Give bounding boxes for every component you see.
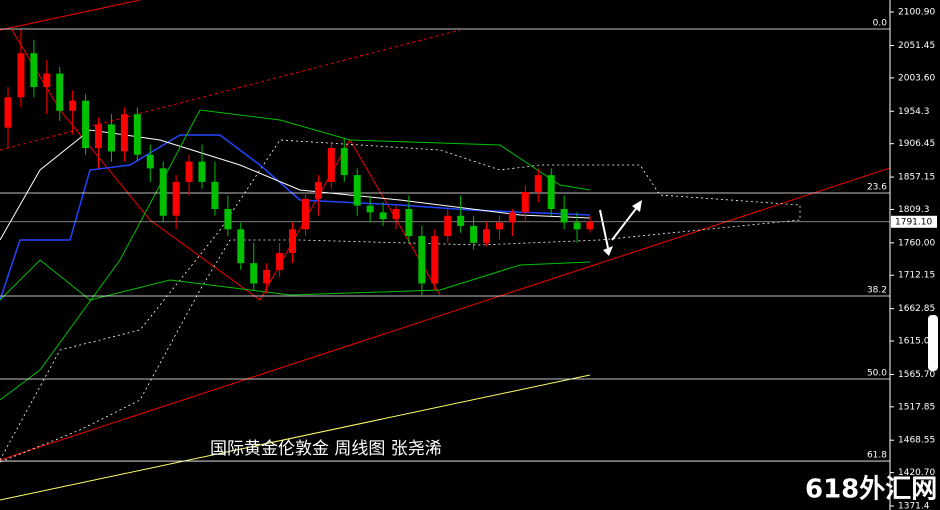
candle-body [172, 181, 180, 216]
y-tick-label: 2051.45 [898, 41, 935, 51]
arrow-head [632, 200, 642, 212]
candle-body [431, 236, 439, 284]
y-tick-label: 1420.70 [898, 468, 935, 478]
cloud [0, 139, 801, 463]
candle-body [198, 161, 206, 182]
ma-line [0, 129, 591, 241]
watermark: 618外汇网 [805, 475, 937, 505]
fib-label: 61.8 [867, 451, 887, 461]
scrollbar[interactable] [928, 315, 938, 371]
candle-body [276, 253, 284, 270]
y-tick-label: 1954.3 [898, 107, 930, 117]
candle-body [56, 73, 64, 111]
band-upper [0, 109, 591, 401]
y-tick-label: 1517.85 [898, 402, 935, 412]
candle-body [133, 114, 141, 155]
candle-body [289, 229, 297, 254]
trendline [0, 167, 891, 461]
candle-body [483, 229, 491, 243]
y-tick-label: 1809.3 [898, 205, 930, 215]
arrow-head [603, 246, 613, 256]
candle-body [224, 208, 232, 230]
y-tick-label: 1906.45 [898, 139, 935, 149]
fib-label: 23.6 [867, 183, 887, 193]
candle-body [366, 205, 374, 213]
candle-body [327, 148, 335, 182]
caption: 国际黄金伦敦金 周线图 张尧浠 [210, 439, 442, 459]
candle-body [418, 236, 426, 284]
candle-body [444, 215, 452, 237]
candle-body [17, 53, 25, 98]
fib-label: 38.2 [867, 286, 887, 296]
candle-body [43, 73, 51, 88]
y-tick-label: 1565.70 [898, 370, 935, 380]
candle-body [211, 181, 219, 209]
candle-body [340, 148, 348, 176]
candle-body [146, 154, 154, 169]
candle-body [30, 53, 38, 88]
candle-body [534, 175, 542, 193]
candle-body [521, 192, 529, 213]
y-tick-label: 1857.15 [898, 173, 935, 183]
candle-body [560, 208, 568, 223]
ma-line [0, 134, 591, 301]
y-tick-label: 2003.60 [898, 73, 935, 83]
y-tick-label: 1468.55 [898, 436, 935, 446]
trendline [0, 0, 141, 31]
candle-body [107, 124, 115, 152]
candle-body [573, 222, 581, 230]
candle-body [120, 114, 128, 152]
candle-body [314, 181, 322, 199]
candle-body [353, 175, 361, 206]
candle-body [392, 208, 400, 220]
candle-body [95, 124, 103, 149]
candle-body [405, 208, 413, 237]
candle-body [237, 229, 245, 264]
candle-body [250, 263, 258, 284]
trendline [0, 374, 591, 501]
y-tick-label: 1760.00 [898, 238, 935, 248]
candle-body [69, 100, 77, 111]
y-tick-label: 1615.00 [898, 337, 935, 347]
candle-body [4, 97, 12, 128]
candle-body [495, 222, 503, 230]
candle-body [457, 215, 465, 226]
candle-body [470, 225, 478, 243]
y-tick-label: 1662.85 [898, 304, 935, 314]
last-price-label: 1791.10 [895, 217, 932, 227]
candle-body [508, 212, 516, 223]
candle-body [82, 100, 90, 149]
candle-body [185, 161, 193, 182]
candle-body [586, 221, 594, 230]
arrow [611, 205, 639, 241]
plot: 2100.90 2051.45 2003.60 1954.3 1906.45 1857.1… [0, 7, 937, 510]
last-price-box [891, 215, 937, 228]
arrow [599, 209, 609, 249]
candle-body [263, 269, 271, 284]
candle-body [547, 175, 555, 209]
candle-body [379, 212, 387, 220]
y-tick-label: 1371.4 [898, 502, 930, 510]
zigzag [11, 29, 441, 301]
candle-body [301, 198, 309, 230]
fib-label: 50.0 [867, 369, 887, 379]
band-lower [0, 259, 591, 301]
y-tick-label: 2100.90 [898, 7, 935, 17]
fib-label: 0.0 [873, 18, 888, 28]
y-tick-label: 1712.15 [898, 271, 935, 281]
candle-body [159, 168, 167, 216]
